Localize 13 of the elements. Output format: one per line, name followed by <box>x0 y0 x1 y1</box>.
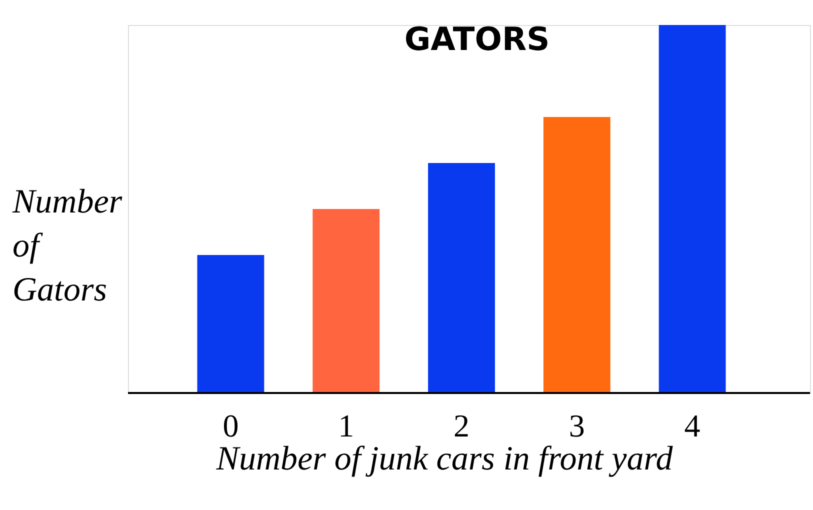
bar <box>197 255 264 393</box>
x-tick-label: 1 <box>338 408 354 444</box>
bar <box>312 209 380 393</box>
x-tick-label: 4 <box>684 408 700 444</box>
x-tick-label: 0 <box>222 408 239 444</box>
bar <box>658 25 726 393</box>
bar <box>543 117 610 393</box>
y-axis-title: Number of Gators <box>12 184 123 308</box>
x-tick-label: 3 <box>568 408 585 444</box>
bar <box>428 163 495 393</box>
x-axis-title: Number of junk cars in front yard <box>215 440 674 478</box>
chart-title: GATORS <box>404 20 550 58</box>
x-tick-label: 2 <box>454 408 470 444</box>
